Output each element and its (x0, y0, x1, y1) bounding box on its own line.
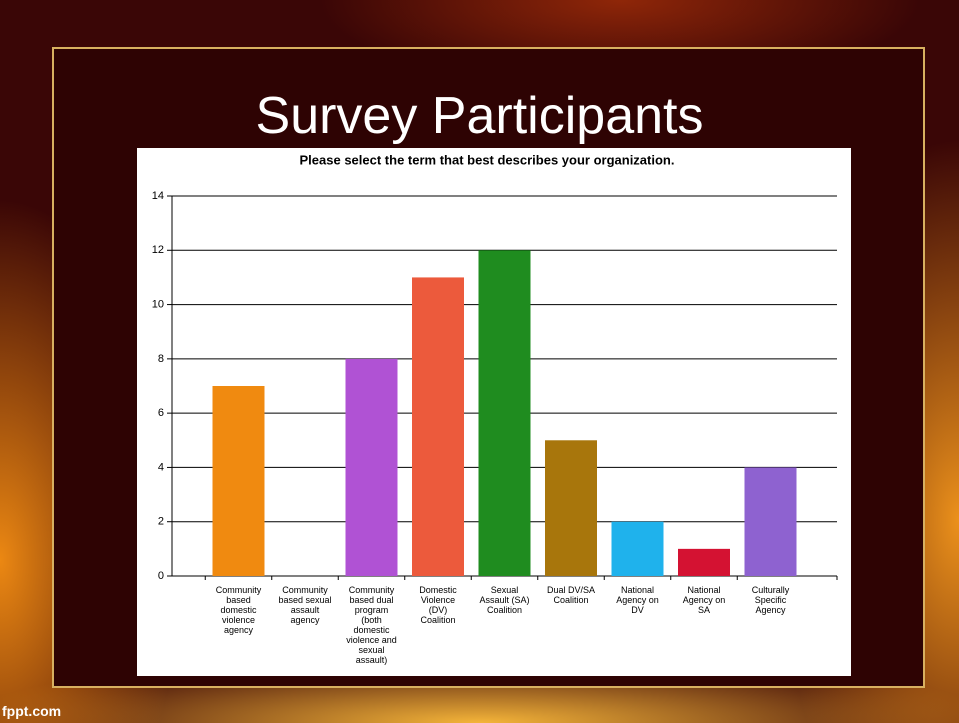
bar (678, 548, 730, 576)
bar (478, 250, 531, 576)
y-tick-label: 10 (152, 298, 164, 310)
x-tick-label: Community based domestic violence agency (215, 585, 262, 635)
y-tick-label: 6 (158, 407, 164, 419)
y-tick-label: 12 (152, 244, 164, 256)
x-tick-label: Sexual Assault (SA) Coalition (479, 585, 530, 615)
y-tick-label: 0 (158, 570, 164, 582)
chart: Please select the term that best describ… (152, 152, 838, 582)
chart-title: Please select the term that best describ… (300, 152, 675, 167)
x-tick-label: National Agency on DV (616, 585, 659, 615)
y-tick-label: 4 (158, 461, 164, 473)
x-tick-label: Community based dual program (both domes… (346, 585, 397, 665)
bar (212, 386, 265, 576)
x-tick-label: Dual DV/SA Coalition (546, 585, 596, 605)
bar (545, 440, 597, 576)
bar (611, 521, 664, 576)
x-tick-label: Domestic Violence (DV) Coalition (419, 585, 457, 625)
y-tick-label: 14 (152, 190, 164, 202)
slide-title: Survey Participants (255, 87, 704, 145)
x-tick-label: Culturally Specific Agency (751, 585, 790, 615)
y-tick-label: 8 (158, 353, 164, 365)
footer: fppt.com (2, 703, 62, 719)
bar (345, 358, 398, 576)
bar (412, 277, 464, 576)
chart-panel: Please select the term that best describ… (137, 148, 851, 676)
x-tick-label: National Agency on SA (682, 585, 726, 615)
bar (744, 467, 797, 576)
y-tick-label: 2 (158, 516, 164, 528)
x-tick-label: Community based sexual assault agency (278, 585, 332, 625)
